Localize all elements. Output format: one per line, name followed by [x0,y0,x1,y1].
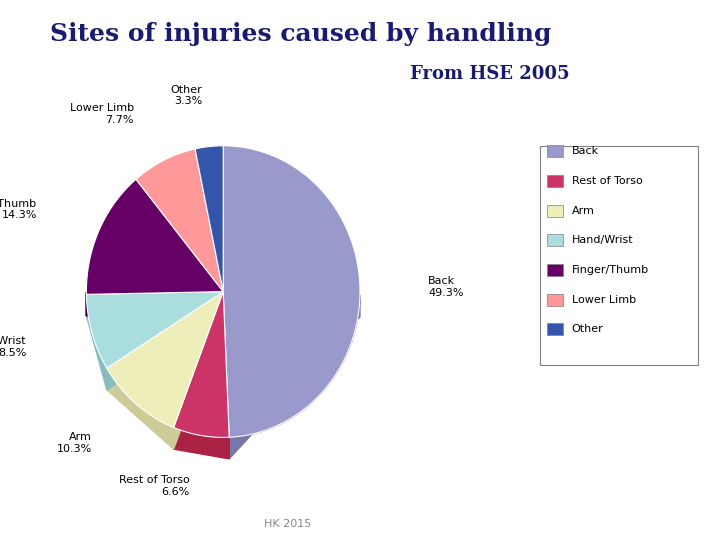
Text: Back: Back [572,146,599,156]
Polygon shape [223,292,229,459]
Polygon shape [195,146,223,292]
FancyBboxPatch shape [547,323,563,335]
Text: Hand/Wrist
8.5%: Hand/Wrist 8.5% [0,336,27,358]
Text: Back
49.3%: Back 49.3% [428,276,464,298]
FancyBboxPatch shape [547,294,563,306]
Polygon shape [86,179,223,294]
Text: HK 2015: HK 2015 [264,519,312,529]
Polygon shape [223,146,360,437]
Polygon shape [107,292,223,428]
Text: From HSE 2005: From HSE 2005 [410,65,570,83]
Text: Arm: Arm [572,206,595,215]
Polygon shape [86,292,223,368]
Polygon shape [174,292,223,449]
Polygon shape [174,292,229,437]
Text: Lower Limb
7.7%: Lower Limb 7.7% [70,103,134,125]
FancyBboxPatch shape [547,234,563,246]
Text: Sites of injuries caused by handling: Sites of injuries caused by handling [50,22,552,45]
Polygon shape [107,368,174,449]
Text: Rest of Torso: Rest of Torso [572,176,642,186]
FancyBboxPatch shape [547,264,563,276]
Polygon shape [86,294,107,390]
FancyBboxPatch shape [540,146,698,364]
Text: Finger/Thumb
14.3%: Finger/Thumb 14.3% [0,199,37,220]
Polygon shape [107,292,223,390]
Polygon shape [86,292,223,316]
Polygon shape [229,295,360,459]
Text: Arm
10.3%: Arm 10.3% [57,433,92,454]
FancyBboxPatch shape [547,205,563,217]
Text: Rest of Torso
6.6%: Rest of Torso 6.6% [119,475,190,497]
Polygon shape [223,292,229,459]
FancyBboxPatch shape [547,175,563,187]
Polygon shape [136,149,223,292]
Text: Lower Limb: Lower Limb [572,295,636,305]
Polygon shape [107,292,223,390]
Text: Hand/Wrist: Hand/Wrist [572,235,634,245]
Polygon shape [86,292,223,316]
FancyBboxPatch shape [547,145,563,157]
Text: Finger/Thumb: Finger/Thumb [572,265,649,275]
Polygon shape [174,292,223,449]
Text: Other: Other [572,325,603,334]
Text: Other
3.3%: Other 3.3% [170,85,202,106]
Polygon shape [174,428,229,459]
